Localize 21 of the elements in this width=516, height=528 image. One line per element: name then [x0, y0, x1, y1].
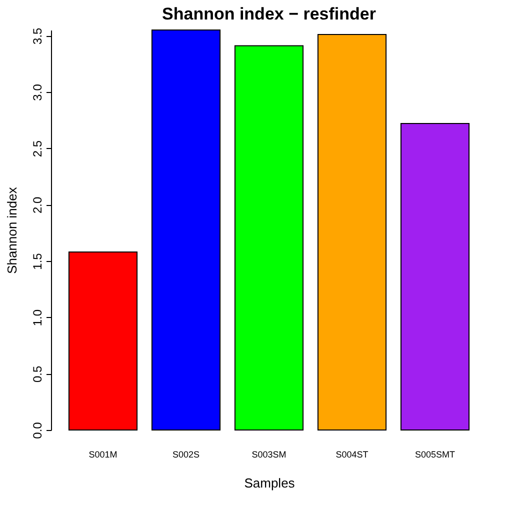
y-tick-label: 1.5 — [30, 252, 44, 270]
y-tick-label: 2.5 — [30, 140, 44, 158]
x-tick-label: S003SM — [252, 450, 286, 460]
x-tick-label: S004ST — [336, 450, 369, 460]
bar — [151, 30, 221, 430]
x-axis-title: Samples — [244, 476, 296, 490]
y-axis-title: Shannon index — [4, 186, 20, 274]
y-tick-label: 0.5 — [30, 366, 44, 383]
chart-title: Shannon index − resfinder — [162, 4, 376, 24]
x-tick-label: S001M — [88, 450, 118, 460]
x-tick-label: S005SMT — [414, 450, 456, 460]
y-tick-label: 0.0 — [30, 422, 44, 439]
bar — [68, 251, 138, 430]
bar — [317, 34, 387, 430]
y-tick-label: 3.5 — [30, 27, 44, 44]
x-tick-label: S002S — [172, 450, 200, 460]
bar — [400, 123, 470, 430]
bar — [234, 45, 304, 430]
y-tick-label: 2.0 — [30, 196, 44, 214]
y-tick-label: 3.0 — [30, 84, 44, 101]
y-tick-label: 1.0 — [30, 309, 44, 326]
